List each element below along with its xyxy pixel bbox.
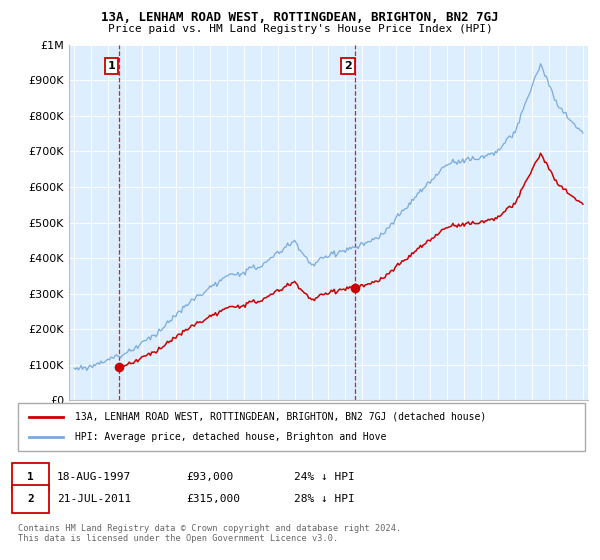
- Point: [114, 363, 124, 372]
- Text: 13A, LENHAM ROAD WEST, ROTTINGDEAN, BRIGHTON, BN2 7GJ: 13A, LENHAM ROAD WEST, ROTTINGDEAN, BRIG…: [101, 11, 499, 24]
- Text: 21-JUL-2011: 21-JUL-2011: [57, 494, 131, 504]
- Point: [350, 284, 359, 293]
- Text: 2: 2: [344, 61, 352, 71]
- Text: HPI: Average price, detached house, Brighton and Hove: HPI: Average price, detached house, Brig…: [75, 432, 386, 442]
- Text: Contains HM Land Registry data © Crown copyright and database right 2024.
This d: Contains HM Land Registry data © Crown c…: [18, 524, 401, 543]
- Text: £315,000: £315,000: [186, 494, 240, 504]
- Text: 1: 1: [27, 472, 34, 482]
- Text: 28% ↓ HPI: 28% ↓ HPI: [294, 494, 355, 504]
- Text: Price paid vs. HM Land Registry's House Price Index (HPI): Price paid vs. HM Land Registry's House …: [107, 24, 493, 34]
- Text: 24% ↓ HPI: 24% ↓ HPI: [294, 472, 355, 482]
- Text: 2: 2: [27, 494, 34, 504]
- FancyBboxPatch shape: [18, 403, 585, 451]
- Text: £93,000: £93,000: [186, 472, 233, 482]
- Text: 13A, LENHAM ROAD WEST, ROTTINGDEAN, BRIGHTON, BN2 7GJ (detached house): 13A, LENHAM ROAD WEST, ROTTINGDEAN, BRIG…: [75, 412, 486, 422]
- Text: 18-AUG-1997: 18-AUG-1997: [57, 472, 131, 482]
- Text: 1: 1: [108, 61, 116, 71]
